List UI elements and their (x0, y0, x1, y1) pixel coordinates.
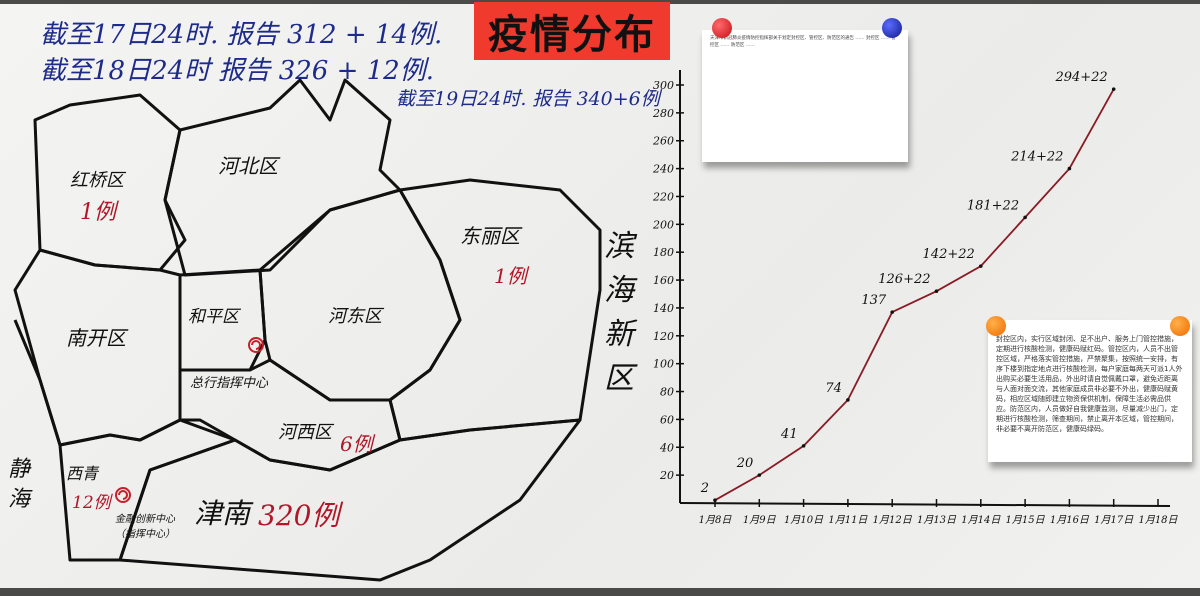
orange-magnet-icon (986, 316, 1006, 336)
notice-paper-top: 天津市新冠肺炎疫情防控指挥部关于划定封控区、管控区、防范区的通告 …… 封控区 … (702, 30, 908, 162)
district-dongli-cases: 1例 (494, 264, 527, 288)
blue-magnet-icon (882, 18, 902, 38)
district-hexi-cases: 6例 (340, 432, 373, 456)
district-border-hedong (258, 188, 462, 402)
district-border-heping (178, 268, 267, 372)
orange-magnet-icon (1170, 316, 1190, 336)
district-map (13, 78, 602, 582)
marker-label-finance: 金融创新中心（指挥中心） (115, 514, 175, 540)
district-nankai: 南开区 (66, 326, 126, 350)
notice-bottom-text: 封控区内，实行区域封闭、足不出户、服务上门管控措施，定期进行核酸检测，健康码赋红… (996, 335, 1183, 433)
location-marker-icon (115, 337, 264, 503)
district-hongqiao: 红桥区 (70, 170, 124, 191)
district-dongli: 东丽区 (460, 224, 520, 248)
district-jinghai: 静海 (8, 457, 31, 512)
red-magnet-icon (712, 18, 732, 38)
district-binhai: 滨海新区 (604, 229, 634, 396)
district-jinnan-cases: 320例 (258, 499, 340, 532)
district-jinnan: 津南 (194, 497, 251, 530)
district-border-jinnan (118, 418, 582, 582)
district-border-hebei (163, 78, 402, 277)
district-hexi: 河西区 (278, 422, 332, 443)
district-hebei: 河北区 (218, 154, 278, 178)
marker-label-hq: 总行指挥中心 (190, 376, 269, 391)
district-heping: 和平区 (188, 307, 239, 327)
report-line-17: 截至17日24时. 报告 312 + 14例. (40, 20, 443, 50)
district-border-jinghai (13, 319, 62, 446)
district-hongqiao-cases: 1例 (80, 200, 116, 225)
notice-paper-bottom: 封控区内，实行区域封闭、足不出户、服务上门管控措施，定期进行核酸检测，健康码赋红… (988, 320, 1192, 462)
district-xiqing: 西青 (66, 464, 99, 483)
report-line-18: 截至18日24时 报告 326 + 12例. (40, 56, 434, 86)
report-line-19: 截至19日24时. 报告 340+6例 (396, 88, 660, 110)
notice-top-text: 天津市新冠肺炎疫情防控指挥部关于划定封控区、管控区、防范区的通告 …… 封控区 … (710, 36, 896, 48)
board-title: 疫情分布 (474, 2, 670, 60)
district-xiqing-cases: 12例 (72, 493, 111, 513)
district-border-dongli (388, 178, 602, 442)
district-hedong: 河东区 (328, 306, 382, 327)
